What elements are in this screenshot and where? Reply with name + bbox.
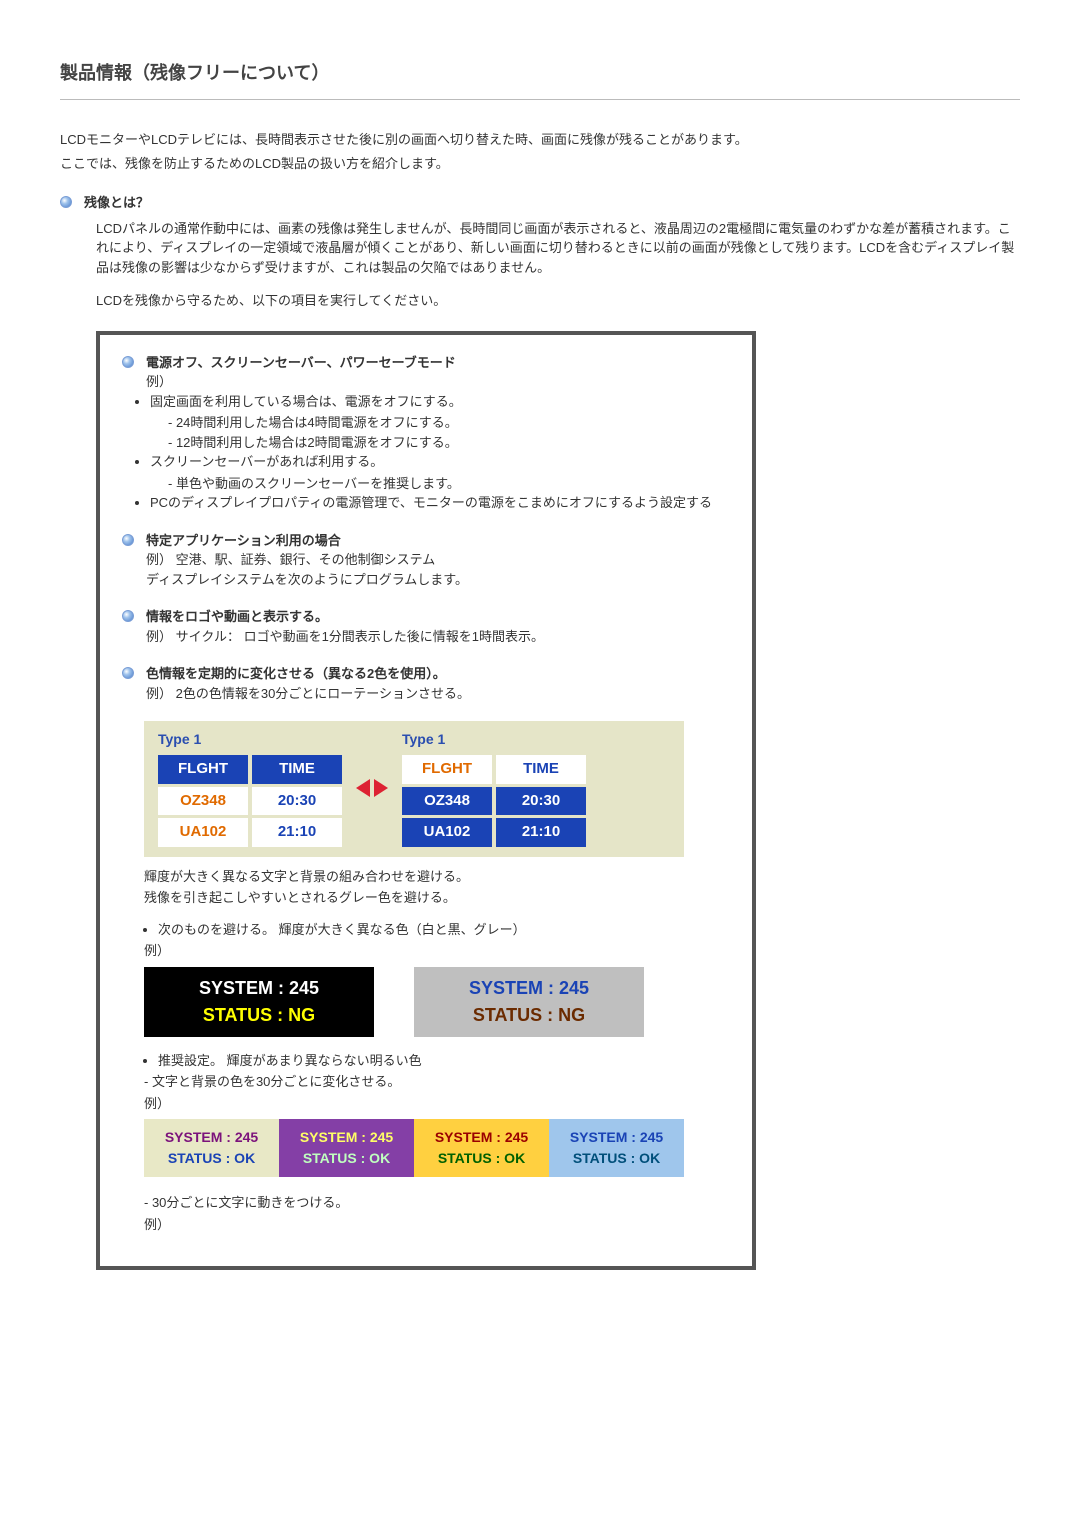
status-ok-0: SYSTEM : 245 STATUS : OK xyxy=(144,1119,279,1177)
status-stat: STATUS : OK xyxy=(303,1148,390,1169)
status-stat: STATUS : OK xyxy=(573,1148,660,1169)
section-1-title: 残像とは？ xyxy=(84,193,149,213)
status-stat: STATUS : NG xyxy=(473,1002,585,1029)
type-comparison-panel: Type 1 FLGHT TIME OZ348 20:30 UA102 21:1… xyxy=(144,721,684,857)
status-stat: STATUS : OK xyxy=(168,1148,255,1169)
status-sys: SYSTEM : 245 xyxy=(435,1127,528,1148)
status-sys: SYSTEM : 245 xyxy=(165,1127,258,1148)
status-bad-right: SYSTEM : 245 STATUS : NG xyxy=(414,967,644,1037)
box-c-l1: 例） サイクル： ロゴや動画を1分間表示した後に情報を1時間表示。 xyxy=(146,627,730,647)
status-sys: SYSTEM : 245 xyxy=(199,975,319,1002)
note-e1: 輝度が大きく異なる文字と背景の組み合わせを避ける。 xyxy=(144,867,730,887)
type-right-r2c2: 21:10 xyxy=(496,818,586,847)
avoid-ex: 例） xyxy=(144,941,730,961)
box-a-li1: 固定画面を利用している場合は、電源をオフにする。 xyxy=(150,392,730,412)
box-a-li2a: - 単色や動画のスクリーンセーバーを推奨します。 xyxy=(168,474,730,494)
avoid-li: 次のものを避ける。 輝度が大きく異なる色（白と黒、グレー） xyxy=(158,920,730,940)
orb-icon xyxy=(122,667,134,679)
box-a-li1b: - 12時間利用した場合は2時間電源をオフにする。 xyxy=(168,433,730,453)
type-left-h1: FLGHT xyxy=(158,755,248,784)
status-sys: SYSTEM : 245 xyxy=(300,1127,393,1148)
status-sys: SYSTEM : 245 xyxy=(469,975,589,1002)
status-ok-quad: SYSTEM : 245 STATUS : OK SYSTEM : 245 ST… xyxy=(144,1119,684,1177)
orb-icon xyxy=(122,610,134,622)
type-left-r2c1: UA102 xyxy=(158,818,248,847)
box-a-ex: 例） xyxy=(146,372,730,392)
status-stat: STATUS : NG xyxy=(203,1002,315,1029)
recommendation-box: 電源オフ、スクリーンセーバー、パワーセーブモード 例） 固定画面を利用している場… xyxy=(96,331,756,1271)
box-b-l2: ディスプレイシステムを次のようにプログラムします。 xyxy=(146,570,730,590)
swap-arrows-icon xyxy=(356,779,388,797)
box-b-l1: 例） 空港、駅、証券、銀行、その他制御システム xyxy=(146,550,730,570)
title-divider xyxy=(60,99,1020,100)
type-right-r1c1: OZ348 xyxy=(402,787,492,816)
note-e2: 残像を引き起こしやすいとされるグレー色を避ける。 xyxy=(144,888,730,908)
type-right-h2: TIME xyxy=(496,755,586,784)
status-ok-3: SYSTEM : 245 STATUS : OK xyxy=(549,1119,684,1177)
type-left-r2c2: 21:10 xyxy=(252,818,342,847)
box-c-title: 情報をロゴや動画と表示する。 xyxy=(146,607,328,627)
section-1-note: LCDを残像から守るため、以下の項目を実行してください。 xyxy=(96,291,1020,311)
type-left-h2: TIME xyxy=(252,755,342,784)
orb-icon xyxy=(122,356,134,368)
status-sys: SYSTEM : 245 xyxy=(570,1127,663,1148)
type-right-h1: FLGHT xyxy=(402,755,492,784)
orb-icon xyxy=(122,534,134,546)
section-1-body: LCDパネルの通常作動中には、画素の残像は発生しませんが、長時間同じ画面が表示さ… xyxy=(96,219,1020,278)
status-bad-left: SYSTEM : 245 STATUS : NG xyxy=(144,967,374,1037)
type-right-title: Type 1 xyxy=(402,729,586,750)
type-right-r1c2: 20:30 xyxy=(496,787,586,816)
recommend-l1: - 文字と背景の色を30分ごとに変化させる。 xyxy=(144,1072,730,1092)
status-ok-1: SYSTEM : 245 STATUS : OK xyxy=(279,1119,414,1177)
box-a-li1a: - 24時間利用した場合は4時間電源をオフにする。 xyxy=(168,413,730,433)
orb-icon xyxy=(60,196,72,208)
type-left-title: Type 1 xyxy=(158,729,342,750)
type-left-r1c1: OZ348 xyxy=(158,787,248,816)
box-a-title: 電源オフ、スクリーンセーバー、パワーセーブモード xyxy=(146,353,456,373)
movement-l1: - 30分ごとに文字に動きをつける。 xyxy=(144,1193,730,1213)
intro-2: ここでは、残像を防止するためのLCD製品の扱い方を紹介します。 xyxy=(60,154,1020,174)
box-a-li2: スクリーンセーバーがあれば利用する。 xyxy=(150,452,730,472)
box-d-title: 色情報を定期的に変化させる（異なる2色を使用）。 xyxy=(146,664,446,684)
page-title: 製品情報（残像フリーについて） xyxy=(60,60,1020,87)
status-ok-2: SYSTEM : 245 STATUS : OK xyxy=(414,1119,549,1177)
recommend-ex: 例） xyxy=(144,1094,730,1114)
status-stat: STATUS : OK xyxy=(438,1148,525,1169)
movement-ex: 例） xyxy=(144,1215,730,1235)
type-left-r1c2: 20:30 xyxy=(252,787,342,816)
box-a-li3: PCのディスプレイプロパティの電源管理で、モニターの電源をこまめにオフにするよう… xyxy=(150,493,730,513)
intro-1: LCDモニターやLCDテレビには、長時間表示させた後に別の画面へ切り替えた時、画… xyxy=(60,130,1020,150)
type-right-r2c1: UA102 xyxy=(402,818,492,847)
status-bad-pair: SYSTEM : 245 STATUS : NG SYSTEM : 245 ST… xyxy=(144,967,684,1037)
box-d-l1: 例） 2色の色情報を30分ごとにローテーションさせる。 xyxy=(146,684,730,704)
box-b-title: 特定アプリケーション利用の場合 xyxy=(146,531,341,551)
recommend-li: 推奨設定。 輝度があまり異ならない明るい色 xyxy=(158,1051,730,1071)
